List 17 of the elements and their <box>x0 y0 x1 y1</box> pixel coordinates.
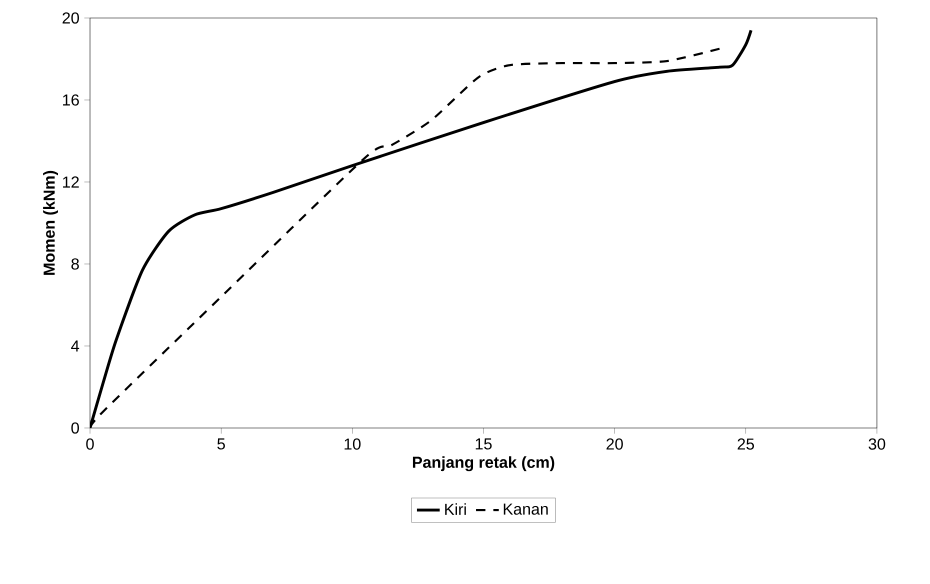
legend-label: Kiri <box>445 503 466 515</box>
x-tick-label: 10 <box>344 438 361 450</box>
x-tick-label: 20 <box>606 438 623 450</box>
y-tick-label: 12 <box>63 176 79 188</box>
x-tick-label: 30 <box>868 438 886 450</box>
y-tick-label: 0 <box>71 422 79 434</box>
y-tick-label: 16 <box>63 94 79 106</box>
x-tick-label: 15 <box>476 438 492 450</box>
x-axis-title: Panjang retak (cm) <box>412 456 554 472</box>
y-tick-label: 20 <box>62 12 79 24</box>
y-tick-label: 4 <box>71 340 80 352</box>
x-tick-label: 5 <box>217 438 225 450</box>
y-axis-title: Momen (kNm) <box>43 170 58 275</box>
x-tick-label: 0 <box>86 438 94 450</box>
legend-label: Kanan <box>504 504 548 515</box>
y-tick-label: 8 <box>71 258 79 270</box>
x-tick-label: 25 <box>738 438 754 450</box>
